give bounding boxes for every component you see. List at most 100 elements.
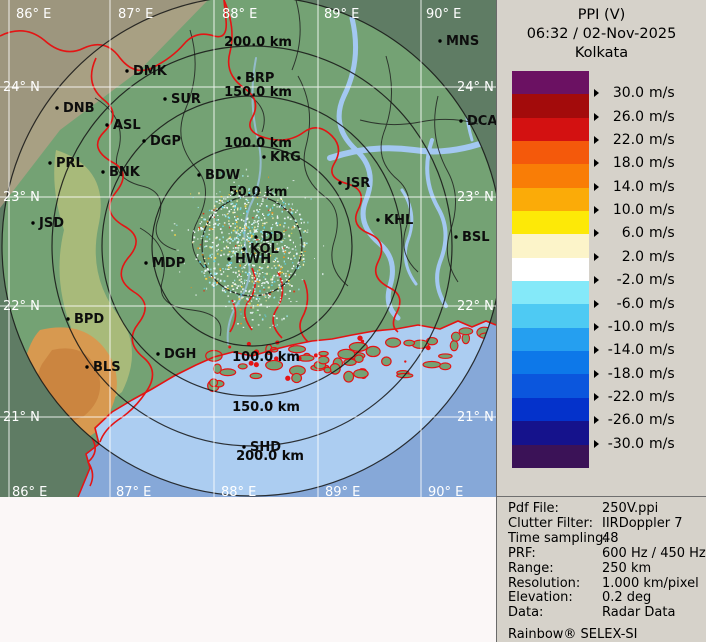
legend-threshold: 30.0 m/s bbox=[594, 85, 675, 101]
station-label: JSD bbox=[38, 216, 64, 231]
legend-threshold: 14.0 m/s bbox=[594, 179, 675, 195]
legend-tick-icon bbox=[594, 416, 599, 425]
legend-color-band bbox=[512, 444, 589, 468]
info-row: Range: 250 km bbox=[508, 560, 706, 577]
info-label: Resolution: bbox=[508, 575, 581, 591]
legend-color-band bbox=[512, 71, 589, 95]
info-value: 250 km bbox=[602, 560, 652, 576]
range-ring-label: 150.0 km bbox=[224, 85, 292, 100]
radar-map: 86° E 87° E 88° E 89° E 90° E 86° E 87° E 88° E… bbox=[0, 0, 503, 498]
legend-color-band bbox=[512, 351, 589, 375]
station-dot bbox=[197, 173, 201, 177]
legend-value: 22.0 bbox=[612, 132, 644, 149]
info-label: Clutter Filter: bbox=[508, 515, 593, 531]
legend-value: 6.0 bbox=[621, 225, 644, 242]
legend-tick-icon bbox=[594, 276, 599, 285]
station-label: JSR bbox=[345, 176, 370, 191]
station-dot bbox=[262, 155, 266, 159]
legend-value: -18.0 bbox=[607, 365, 644, 382]
legend-color-band bbox=[512, 374, 589, 398]
station-label: BLS bbox=[93, 360, 121, 375]
product-header: PPI (V) 06:32 / 02-Nov-2025 Kolkata bbox=[497, 6, 706, 63]
legend-value: -22.0 bbox=[607, 388, 644, 405]
station-dot bbox=[105, 123, 109, 127]
info-label: PRF: bbox=[508, 545, 536, 561]
legend-unit: m/s bbox=[649, 388, 675, 405]
legend-value: 26.0 bbox=[612, 108, 644, 125]
legend-tick-icon bbox=[594, 159, 599, 168]
legend-unit: m/s bbox=[649, 248, 675, 265]
lon-label-bottom: 90° E bbox=[428, 485, 463, 497]
station-markers: MNS DMK BRP SUR DNB DCA ASL DGP KRG PRL BNK BDW JSR J… bbox=[31, 34, 497, 455]
legend-threshold: 2.0 m/s bbox=[594, 249, 675, 265]
empty-area bbox=[0, 497, 496, 642]
info-label: Time sampling: bbox=[508, 530, 608, 546]
lat-label-right: 21° N bbox=[457, 410, 494, 425]
range-ring-label: 200.0 km bbox=[224, 35, 292, 50]
info-value: 250V.ppi bbox=[602, 501, 659, 516]
legend-color-band bbox=[512, 94, 589, 118]
lat-label-left: 23° N bbox=[3, 190, 40, 205]
info-row: PRF: 600 Hz / 450 Hz bbox=[508, 545, 706, 562]
station-dot bbox=[227, 257, 231, 261]
legend-threshold: -30.0 m/s bbox=[594, 436, 675, 452]
legend-color-band bbox=[512, 141, 589, 165]
station-dot bbox=[242, 445, 246, 449]
info-row: Data: Radar Data bbox=[508, 605, 706, 621]
legend-color-band bbox=[512, 421, 589, 445]
legend-value: 2.0 bbox=[621, 248, 644, 265]
legend-unit: m/s bbox=[649, 178, 675, 195]
legend-unit: m/s bbox=[649, 318, 675, 335]
range-ring-label: 200.0 km bbox=[236, 449, 304, 464]
lon-label-top: 89° E bbox=[324, 7, 359, 22]
coastline bbox=[77, 320, 497, 498]
legend-value: -26.0 bbox=[607, 412, 644, 429]
legend-tick-icon bbox=[594, 392, 599, 401]
info-row: Pdf File: 250V.ppi bbox=[508, 501, 706, 517]
info-row: Clutter Filter: IIRDoppler 7 bbox=[508, 515, 706, 532]
legend-threshold: 22.0 m/s bbox=[594, 132, 675, 148]
station-label: DGH bbox=[164, 347, 196, 362]
legend-tick-icon bbox=[594, 182, 599, 191]
lat-label-right: 24° N bbox=[457, 80, 494, 95]
legend-value: -2.0 bbox=[616, 272, 644, 289]
station-dot bbox=[66, 317, 70, 321]
legend-value: 14.0 bbox=[612, 178, 644, 195]
legend-tick-icon bbox=[594, 136, 599, 145]
range-ring-label: 150.0 km bbox=[232, 400, 300, 415]
legend-threshold: -2.0 m/s bbox=[594, 272, 675, 288]
legend-color-band bbox=[512, 234, 589, 258]
lon-label-bottom: 89° E bbox=[325, 485, 360, 497]
legend-tick-icon bbox=[594, 439, 599, 448]
info-row: Resolution: 1.000 km/pixel bbox=[508, 575, 706, 592]
legend-unit: m/s bbox=[649, 132, 675, 149]
lat-label-right: 23° N bbox=[457, 190, 494, 205]
station-dot bbox=[85, 365, 89, 369]
legend-threshold: -14.0 m/s bbox=[594, 342, 675, 358]
legend-color-band bbox=[512, 257, 589, 282]
legend-unit: m/s bbox=[649, 435, 675, 452]
info-value: 48 bbox=[602, 530, 619, 546]
station-label: DNB bbox=[63, 101, 95, 116]
info-value: 0.2 deg bbox=[602, 590, 652, 606]
info-label: Range: bbox=[508, 560, 554, 576]
legend-color-band bbox=[512, 281, 589, 305]
lon-label-top: 87° E bbox=[118, 7, 153, 22]
range-ring-label: 100.0 km bbox=[232, 350, 300, 365]
color-legend: 30.0 m/s 26.0 m/s 22.0 m/s 18.0 m/s 14.0 m/s 10.0 m… bbox=[512, 71, 702, 471]
lat-label-left: 24° N bbox=[3, 80, 40, 95]
station-dot bbox=[31, 221, 35, 225]
lon-label-bottom: 86° E bbox=[12, 485, 47, 497]
station-label: DGP bbox=[150, 134, 181, 149]
legend-tick-icon bbox=[594, 252, 599, 261]
legend-value: -14.0 bbox=[607, 342, 644, 359]
station-dot bbox=[163, 97, 167, 101]
info-value: 600 Hz / 450 Hz bbox=[602, 545, 706, 561]
info-value: IIRDoppler 7 bbox=[602, 515, 683, 531]
station-dot bbox=[144, 261, 148, 265]
legend-tick-icon bbox=[594, 369, 599, 378]
legend-color-band bbox=[512, 397, 589, 422]
station-label: KHL bbox=[384, 213, 413, 228]
legend-unit: m/s bbox=[649, 272, 675, 289]
station-dot bbox=[156, 352, 160, 356]
